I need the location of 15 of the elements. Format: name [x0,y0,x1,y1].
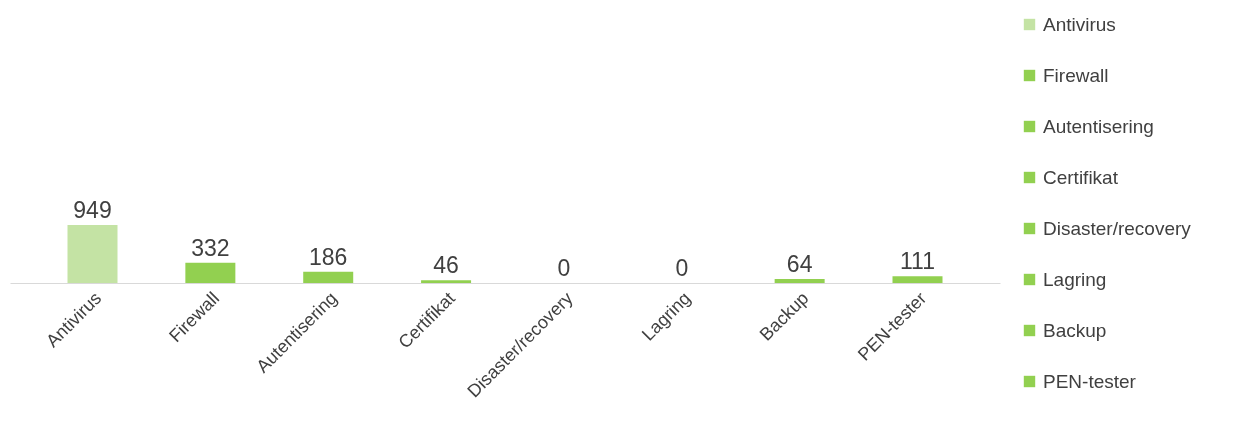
legend-label: Lagring [1043,268,1107,290]
data-label: 186 [309,243,348,270]
legend-label: Antivirus [1043,13,1116,35]
legend-label: Certifikat [1043,166,1119,188]
data-label: 0 [557,255,571,281]
data-label: 64 [786,251,813,278]
legend-label: Autentisering [1043,115,1154,137]
data-label: 332 [191,234,230,261]
legend-label: Disaster/recovery [1043,217,1192,239]
data-label: 0 [675,255,689,281]
legend-label: PEN-tester [1043,370,1137,392]
data-label: 949 [73,197,112,223]
legend-label: Firewall [1043,64,1109,86]
data-label: 111 [900,248,935,275]
data-label: 46 [433,252,459,279]
